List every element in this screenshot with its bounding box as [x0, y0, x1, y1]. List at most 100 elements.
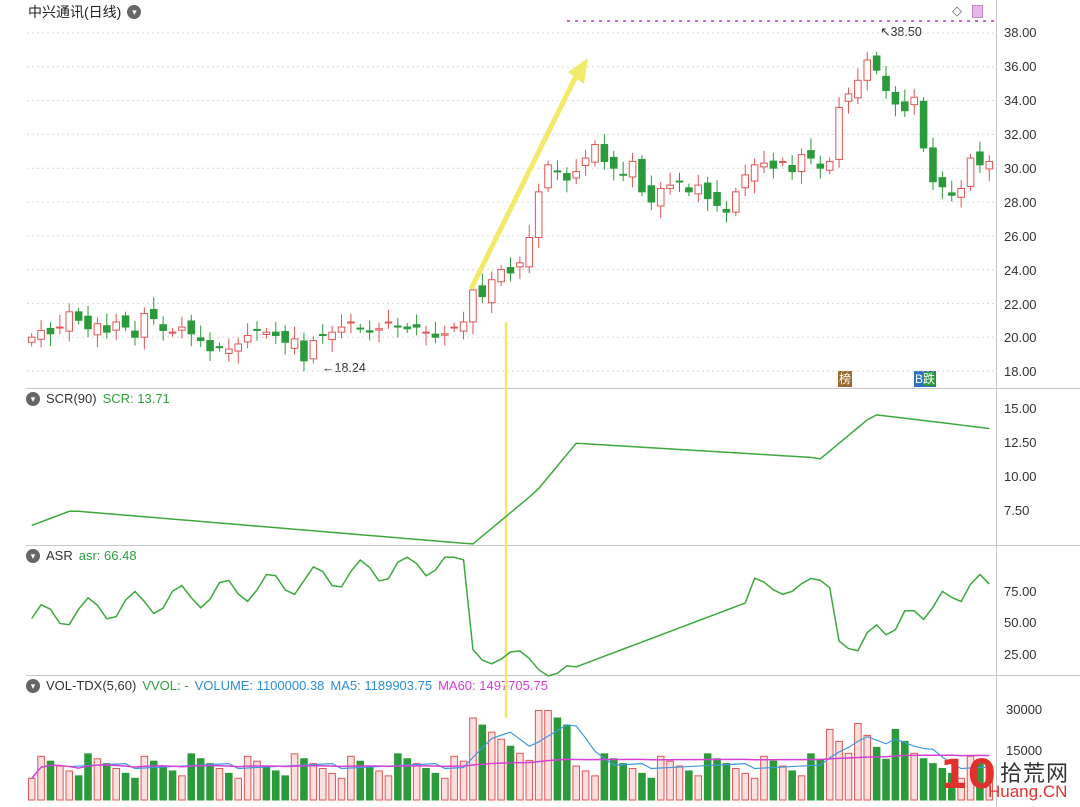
candle-body: [487, 279, 496, 304]
scr-pane-header: ▾ SCR(90) SCR: 13.71: [26, 391, 170, 406]
volume-bar: [121, 772, 130, 801]
price-tick: 20.00: [1004, 330, 1037, 345]
volume-bar: [112, 768, 120, 801]
candle-body: [901, 101, 909, 112]
volume-bar: [947, 772, 956, 801]
candle-body: [713, 192, 721, 206]
volume-bar: [272, 770, 280, 801]
candle-body: [225, 348, 233, 354]
volume-bar: [760, 755, 768, 801]
scr-line: [31, 414, 990, 545]
volume-bar: [685, 770, 693, 801]
asr-pane[interactable]: ▾ ASR asr: 66.48 75.00 50.00 25.00: [0, 546, 1080, 675]
candle-body: [553, 170, 562, 173]
watermark-number: 10: [940, 752, 996, 798]
volume-bar: [976, 760, 984, 801]
watermark-logo: 10 拾荒网 Huang.CN: [940, 752, 1080, 807]
scr-tick: 7.50: [1004, 503, 1030, 518]
volume-bar: [187, 753, 196, 801]
candle-body: [788, 164, 796, 173]
volume-bar: [732, 768, 740, 801]
candle-body: [206, 340, 214, 352]
chevron-down-icon[interactable]: ▾: [26, 391, 40, 406]
candle-body: [619, 173, 627, 176]
chart-tools: ◇: [952, 3, 983, 19]
candle-body: [431, 333, 440, 338]
volume-bar: [516, 752, 524, 801]
candle-body: [854, 79, 862, 99]
candle-body: [112, 321, 120, 331]
trend-arrow-shaft: [469, 65, 583, 290]
volume-bar: [300, 758, 308, 801]
ma60-value: MA60: 1497705.75: [438, 678, 548, 693]
die-tag[interactable]: B跌: [914, 371, 937, 387]
candle-body: [281, 330, 289, 343]
volume-bar: [563, 724, 571, 801]
candle-body: [234, 343, 243, 352]
watermark-cn: 拾荒网: [1000, 761, 1070, 786]
candle-body: [985, 160, 994, 170]
chevron-down-icon[interactable]: ▾: [127, 5, 142, 19]
volume-pane[interactable]: ▾ VOL-TDX(5,60) VVOL: - VOLUME: 1100000.…: [0, 676, 1080, 807]
volume-bar: [591, 775, 599, 801]
candle-body: [572, 171, 581, 179]
volume-bar: [178, 775, 186, 801]
volume-bar: [741, 772, 749, 801]
volume-bar: [403, 758, 412, 801]
candle-body: [797, 154, 806, 173]
volume-bar: [769, 760, 778, 801]
asr-pane-header: ▾ ASR asr: 66.48: [26, 548, 137, 563]
candle-body: [628, 160, 637, 178]
price-pane[interactable]: 中兴通讯(日线) ▾ ◇: [0, 0, 1080, 389]
volume-bar: [778, 765, 787, 801]
volume-bar: [253, 760, 261, 801]
volume-bar: [394, 753, 402, 801]
volume-bar: [750, 777, 759, 801]
candle-body: [196, 337, 205, 342]
candle-body: [56, 326, 64, 329]
candle-body: [835, 106, 843, 160]
chevron-down-icon[interactable]: ▾: [26, 548, 40, 563]
candle-body: [318, 333, 327, 337]
candle-body: [478, 285, 487, 298]
volume-bar: [206, 763, 214, 801]
volume-bar: [84, 753, 92, 801]
volume-bar: [365, 765, 374, 801]
candle-body: [891, 91, 900, 105]
candle-body: [976, 151, 984, 166]
candle-body: [807, 150, 815, 159]
volume-bar: [628, 768, 637, 801]
candle-body: [778, 160, 787, 163]
volume-bar: [478, 724, 487, 801]
candle-body: [947, 192, 956, 196]
candle-body: [957, 187, 965, 198]
bang-tag[interactable]: 榜: [838, 371, 853, 387]
volume-bar: [901, 740, 909, 801]
volume-bar: [581, 770, 590, 801]
candle-body: [872, 55, 881, 71]
vol-tick: 30000: [1006, 702, 1043, 717]
candle-body: [450, 326, 458, 329]
candle-body: [243, 335, 252, 343]
chevron-down-icon[interactable]: ▾: [26, 678, 40, 693]
candle-body: [825, 160, 834, 171]
scr-pane[interactable]: ▾ SCR(90) SCR: 13.71 15.00 12.50 10.00 7…: [0, 389, 1080, 545]
candle-body: [262, 331, 271, 335]
candle-body: [46, 327, 55, 335]
vol-name: VOL-TDX(5,60): [46, 678, 137, 693]
candle-body: [919, 100, 928, 149]
volume-bar: [910, 752, 918, 801]
candle-body: [328, 331, 336, 341]
volume-bar: [619, 763, 627, 801]
flag-icon[interactable]: [971, 5, 983, 19]
candle-body: [422, 331, 430, 334]
candle-body: [253, 328, 261, 331]
watermark-url: Huang.CN: [988, 782, 1068, 801]
pane-separator: [26, 545, 1080, 546]
volume-bar: [487, 731, 496, 801]
candle-body: [516, 262, 524, 268]
candle-body: [722, 208, 731, 213]
diamond-icon[interactable]: ◇: [952, 3, 962, 18]
volume-bar: [196, 758, 205, 801]
